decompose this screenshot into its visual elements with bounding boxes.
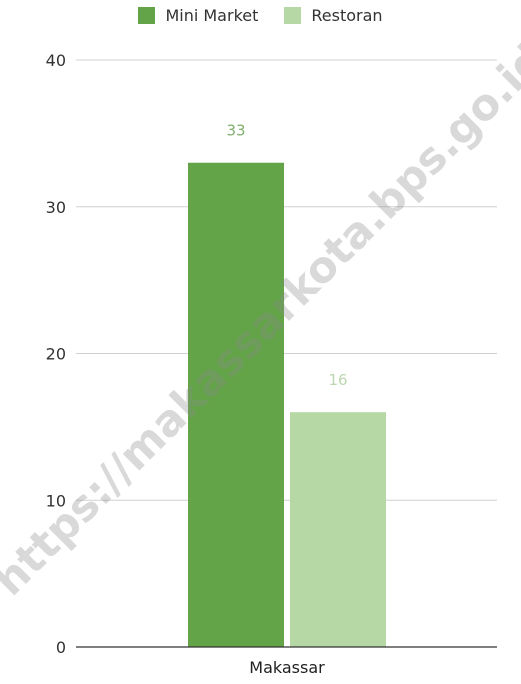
bar-restoran (290, 412, 386, 647)
legend-label-restoran: Restoran (311, 6, 383, 25)
y-tick-label-20: 20 (46, 345, 66, 364)
y-tick-label-30: 30 (46, 198, 66, 217)
data-label-restoran: 16 (328, 371, 347, 389)
legend-label-mini-market: Mini Market (165, 6, 259, 25)
y-tick-label-40: 40 (46, 51, 66, 70)
data-label-mini-market: 33 (226, 122, 245, 140)
legend-item-restoran[interactable]: Restoran (284, 6, 383, 25)
y-tick-label-10: 10 (46, 491, 66, 510)
chart-legend: Mini Market Restoran (0, 6, 521, 25)
y-tick-label-0: 0 (56, 638, 66, 657)
bar-mini-market (188, 162, 284, 647)
legend-item-mini-market[interactable]: Mini Market (138, 6, 258, 25)
legend-swatch-mini-market (138, 7, 156, 24)
legend-swatch-restoran (284, 7, 302, 24)
x-tick-label-makassar: Makassar (249, 658, 325, 677)
